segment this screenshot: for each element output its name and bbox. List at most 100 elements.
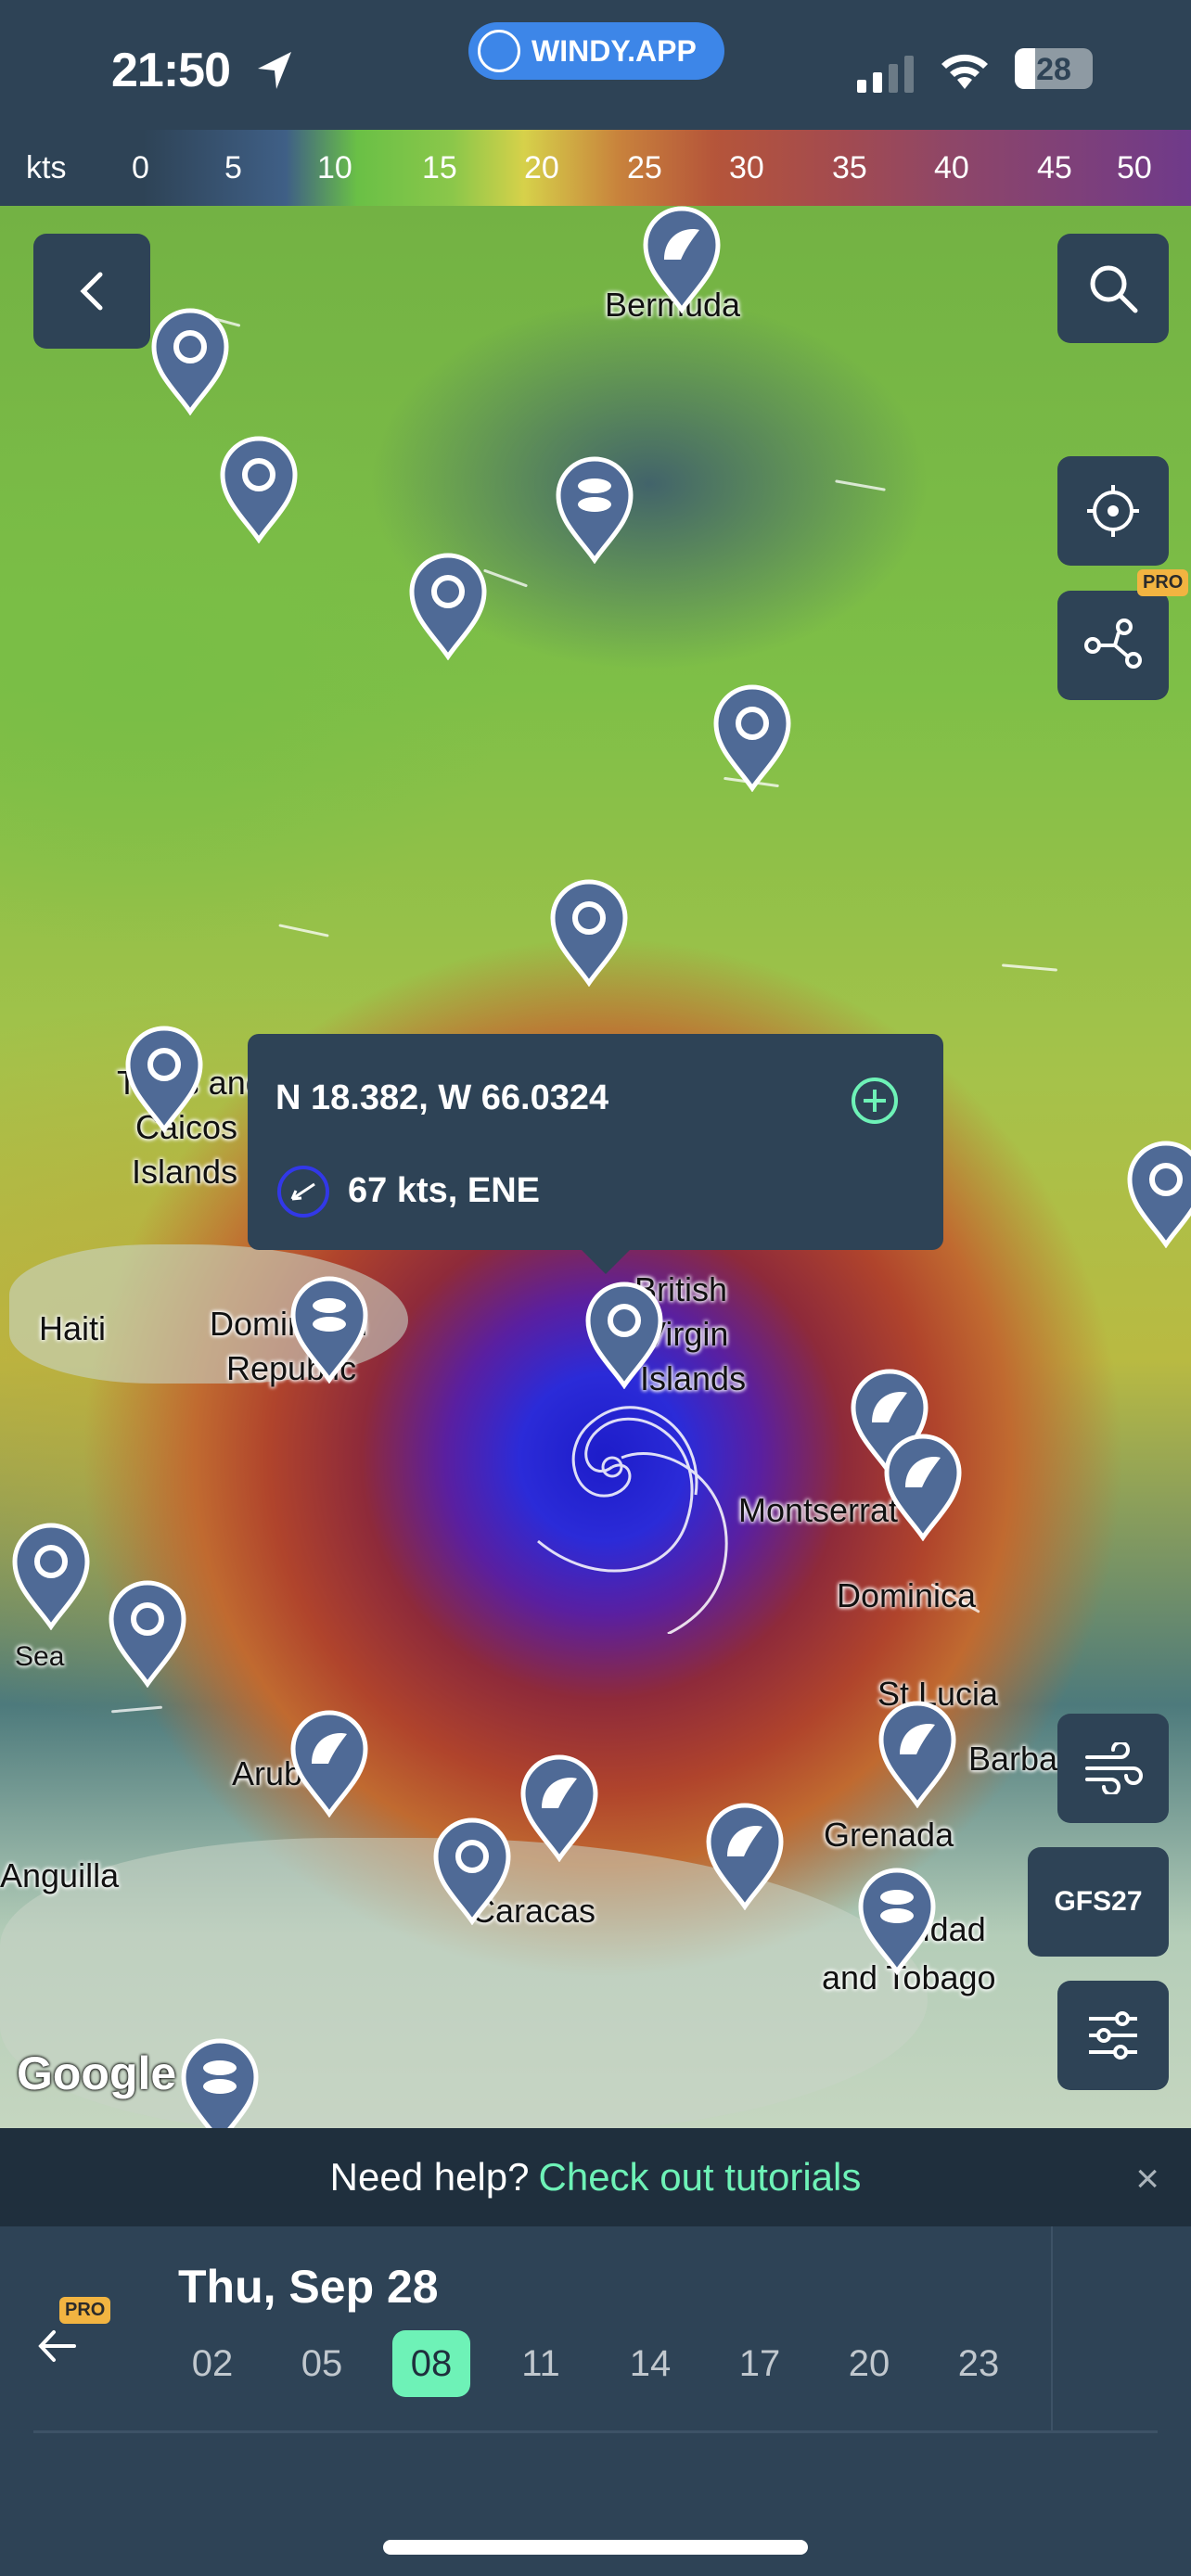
map-label: Islands [640, 1359, 747, 1397]
timeline-panel: Thu, Sep 28 PRO 02 05 08 11 14 17 20 23 [0, 2226, 1191, 2576]
fishing-marker-icon[interactable] [178, 2038, 262, 2128]
wind-direction-icon [277, 1166, 329, 1218]
map-label: St Lucia [877, 1675, 999, 1713]
sliders-icon [1089, 2011, 1137, 2060]
map-label: Sea [15, 1641, 65, 1672]
cellular-signal-icon [857, 56, 914, 93]
timeline-date: Thu, Sep 28 [178, 2261, 439, 2313]
spot-marker-icon[interactable] [106, 1580, 189, 1688]
legend-tick: 45 [1037, 150, 1072, 185]
map-label: and Tobago [822, 1958, 996, 1996]
legend-tick: 35 [832, 150, 867, 185]
legend-tick: 40 [934, 150, 969, 185]
route-icon [1084, 618, 1142, 669]
legend-tick: 30 [729, 150, 764, 185]
spot-marker-icon[interactable] [122, 1026, 206, 1133]
legend-tick: 5 [224, 150, 242, 185]
legend-tick: 20 [524, 150, 559, 185]
fishing-marker-icon[interactable] [288, 1276, 371, 1384]
wind-speed-legend: kts 0 5 10 15 20 25 30 35 40 45 50 [0, 130, 1191, 206]
kite-marker-icon[interactable] [640, 206, 724, 313]
legend-tick: 25 [627, 150, 662, 185]
legend-tick: 50 [1117, 150, 1152, 185]
google-attribution: Google [17, 2047, 177, 2099]
spot-marker-icon[interactable] [430, 1817, 514, 1925]
back-button[interactable] [33, 234, 150, 349]
kite-marker-icon[interactable] [876, 1701, 959, 1808]
hour-option[interactable]: 08 [392, 2330, 470, 2397]
battery-level: 28 [1036, 52, 1071, 87]
add-favorite-icon[interactable] [849, 1075, 901, 1127]
kite-marker-icon[interactable] [881, 1434, 965, 1541]
pro-badge: PRO [59, 2297, 111, 2324]
tutorials-link[interactable]: Check out tutorials [538, 2155, 862, 2199]
spot-marker-icon[interactable] [583, 1282, 666, 1389]
spot-marker-icon[interactable] [406, 553, 490, 660]
kite-marker-icon[interactable] [288, 1710, 371, 1817]
divider [1051, 2226, 1053, 2432]
wind-icon [1085, 1742, 1143, 1794]
close-icon[interactable]: × [1135, 2156, 1159, 2201]
app-badge-label: WINDY.APP [531, 33, 697, 68]
pro-badge: PRO [1137, 569, 1189, 596]
chevron-left-icon [80, 272, 103, 311]
wind-streak [110, 1705, 163, 1714]
windy-logo-icon [478, 30, 520, 72]
app-badge[interactable]: WINDY.APP [468, 22, 724, 80]
legend-tick: 10 [317, 150, 352, 185]
location-arrow-icon [258, 52, 291, 89]
wind-streak [482, 568, 529, 588]
tooltip-wind: 67 kts, ENE [348, 1171, 540, 1210]
spot-marker-icon[interactable] [148, 308, 232, 415]
hour-option[interactable]: 11 [521, 2342, 560, 2384]
point-forecast-tooltip[interactable]: N 18.382, W 66.0324 67 kts, ENE [248, 1034, 943, 1274]
map-label: Islands [132, 1153, 238, 1191]
arrow-left-icon[interactable] [33, 2323, 80, 2369]
hour-option[interactable]: 14 [629, 2342, 672, 2384]
status-bar: 21:50 WINDY.APP 28 [0, 0, 1191, 130]
fishing-marker-icon[interactable] [855, 1868, 939, 1975]
search-icon [1090, 265, 1138, 313]
home-indicator [383, 2540, 808, 2555]
map-label: Grenada [824, 1816, 954, 1854]
hurricane-spiral [537, 1406, 728, 1634]
wind-map[interactable]: Bermuda Turks and Caicos Islands Haiti D… [0, 206, 1191, 2128]
wind-streak [835, 479, 886, 491]
fishing-marker-icon[interactable] [553, 456, 636, 564]
hour-option[interactable]: 20 [848, 2342, 890, 2384]
legend-tick: 0 [132, 150, 149, 185]
tooltip-coordinates: N 18.382, W 66.0324 [275, 1078, 609, 1117]
help-banner: Need help? Check out tutorials × [0, 2128, 1191, 2226]
map-label: Anguilla [0, 1856, 120, 1894]
clock: 21:50 [111, 44, 231, 97]
spot-marker-icon[interactable] [711, 684, 794, 792]
hour-option[interactable]: 17 [738, 2342, 781, 2384]
spot-marker-icon[interactable] [217, 436, 301, 543]
hour-option[interactable]: 05 [301, 2342, 343, 2384]
kite-marker-icon[interactable] [703, 1803, 787, 1910]
kite-marker-icon[interactable] [518, 1754, 601, 1862]
wind-layer-button[interactable] [1057, 1714, 1169, 1823]
spot-marker-icon[interactable] [1124, 1141, 1191, 1248]
help-text: Need help? [329, 2155, 530, 2199]
model-label: GFS27 [1054, 1886, 1143, 1917]
spot-marker-icon[interactable] [9, 1523, 93, 1630]
hour-option[interactable]: 23 [957, 2342, 1000, 2384]
filters-button[interactable] [1057, 1981, 1169, 2090]
battery-icon: 28 [1015, 48, 1093, 89]
search-button[interactable] [1057, 234, 1169, 343]
map-label: Haiti [39, 1309, 107, 1347]
hour-option[interactable]: 02 [191, 2342, 234, 2384]
map-label: Montserrat [738, 1491, 899, 1529]
hour-selector: 02 05 08 11 14 17 20 23 [158, 2330, 1033, 2397]
wifi-icon [941, 54, 988, 89]
spot-marker-icon[interactable] [547, 879, 631, 987]
divider [33, 2430, 1158, 2433]
wind-streak [278, 924, 329, 937]
model-selector-button[interactable]: GFS27 [1028, 1847, 1169, 1957]
route-button[interactable] [1057, 591, 1169, 700]
my-location-button[interactable] [1057, 456, 1169, 566]
legend-unit: kts [26, 150, 67, 185]
map-label: Dominica [837, 1576, 977, 1614]
crosshair-icon [1087, 485, 1139, 537]
